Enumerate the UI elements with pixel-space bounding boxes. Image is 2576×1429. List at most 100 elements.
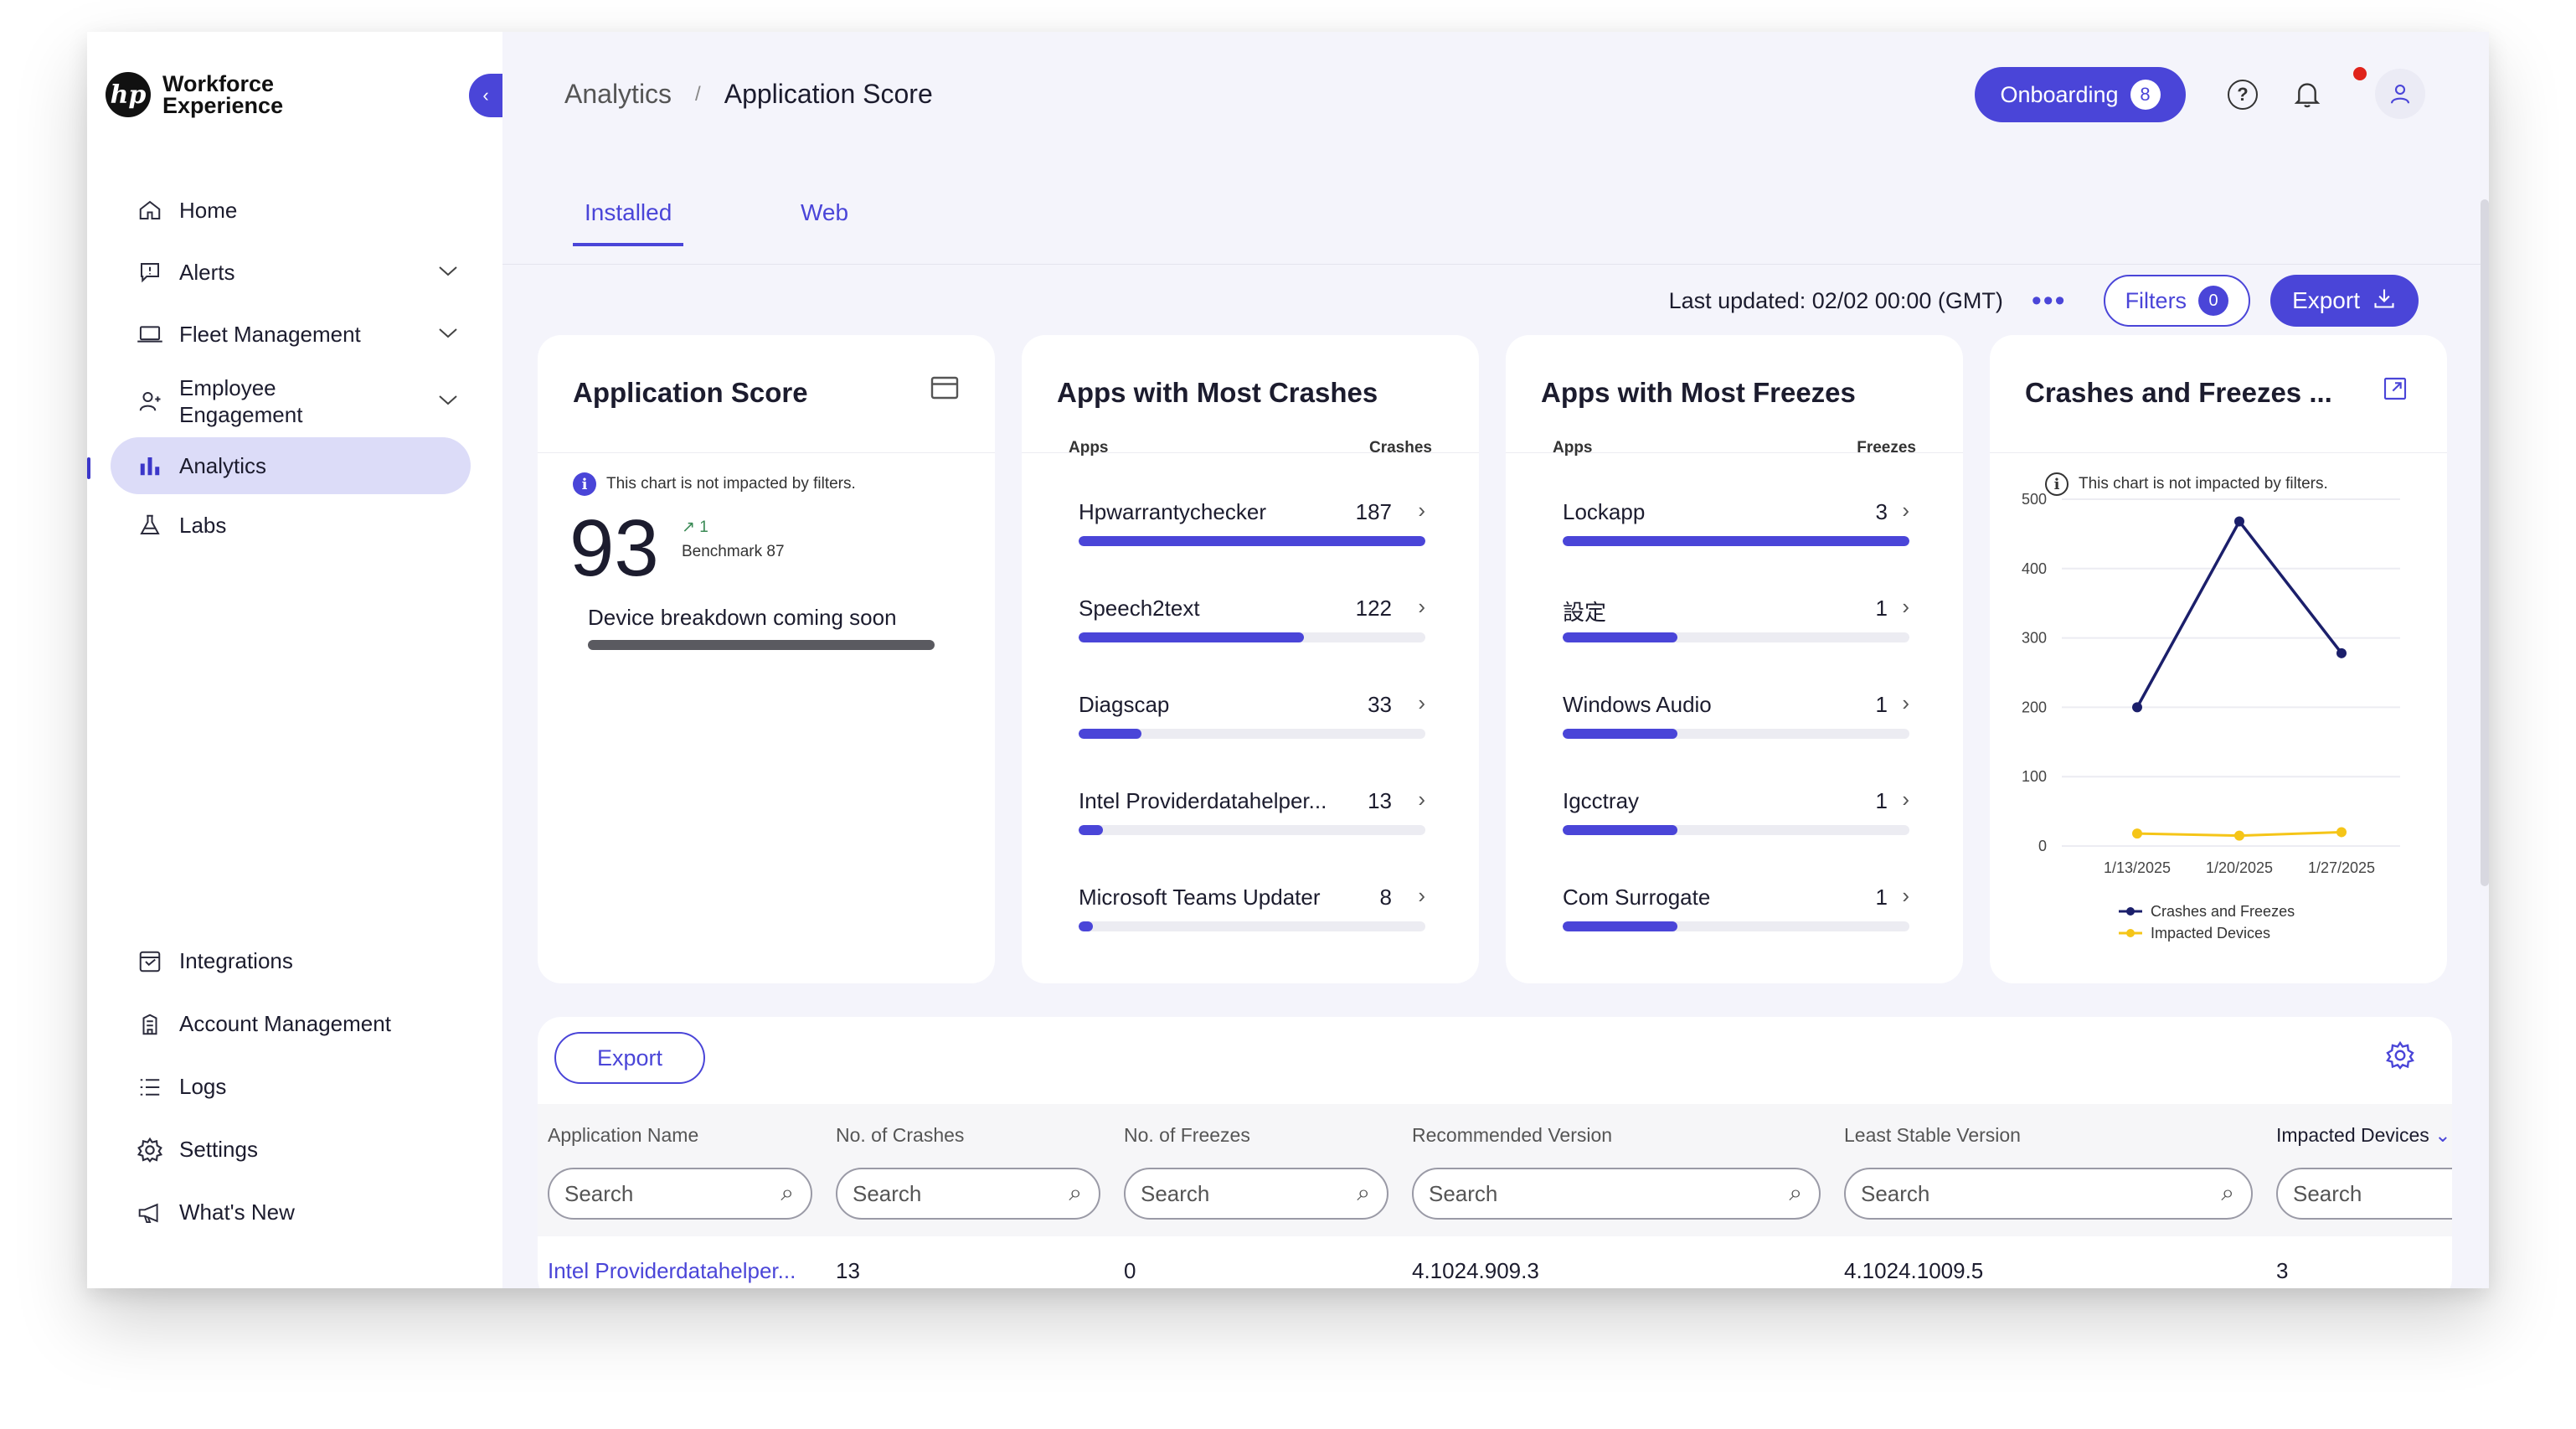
list-item[interactable]: Diagscap 33 › [1079, 690, 1425, 788]
chevron-right-icon[interactable]: › [1902, 690, 1909, 715]
list-item[interactable]: Com Surrogate 1 › [1563, 883, 1909, 981]
sidebar-item-logs[interactable]: Logs [111, 1055, 471, 1118]
progress-fill [1079, 825, 1103, 835]
progress-fill [1079, 729, 1141, 739]
filters-button[interactable]: Filters 0 [2103, 275, 2251, 327]
col-crashes: Crashes [1369, 439, 1432, 457]
list-item[interactable]: Igcctray 1 › [1563, 787, 1909, 885]
help-icon[interactable]: ? [2228, 80, 2258, 110]
chevron-right-icon[interactable]: › [1902, 594, 1909, 619]
scrollbar[interactable] [2481, 199, 2489, 886]
onboarding-button[interactable]: Onboarding 8 [1975, 67, 2186, 122]
table-export-button[interactable]: Export [554, 1032, 705, 1084]
column-header[interactable]: No. of Freezes [1124, 1124, 1250, 1146]
progress-track [1079, 825, 1425, 835]
tab-installed[interactable]: Installed [572, 199, 684, 246]
expand-icon[interactable] [2382, 375, 2410, 400]
apps-most-freezes-card: Apps with Most Freezes Apps Freezes Lock… [1506, 335, 1963, 983]
info-icon: i [2045, 472, 2069, 496]
chevron-right-icon[interactable]: › [1902, 787, 1909, 812]
table-row[interactable]: Intel Providerdatahelper... 13 0 4.1024.… [538, 1236, 2452, 1288]
search-input[interactable]: Search ⌕ [548, 1168, 812, 1220]
chevron-right-icon[interactable]: › [1418, 787, 1425, 812]
progress-fill [1563, 921, 1677, 931]
chevron-right-icon[interactable]: › [1418, 594, 1425, 619]
chevron-down-icon[interactable] [437, 390, 459, 412]
app-name: Speech2text [1079, 596, 1200, 621]
app-name: Diagscap [1079, 692, 1170, 717]
chevron-down-icon[interactable] [437, 323, 459, 345]
chevron-right-icon[interactable]: › [1418, 690, 1425, 715]
chevron-down-icon[interactable] [437, 261, 459, 283]
more-options-icon[interactable]: ••• [2031, 284, 2067, 317]
search-input[interactable]: Search ⌕ [1412, 1168, 1821, 1220]
search-input[interactable]: Search ⌕ [836, 1168, 1100, 1220]
sidebar-item-label: Employee Engagement [179, 375, 303, 427]
search-input[interactable]: Search ⌕ [1124, 1168, 1388, 1220]
column-header[interactable]: Impacted Devices ⌄ [2276, 1124, 2450, 1147]
sidebar-item-settings[interactable]: Settings [111, 1118, 471, 1181]
column-header[interactable]: Recommended Version [1412, 1124, 1613, 1146]
application-score-card: Application Score i This chart is not im… [538, 335, 995, 983]
applications-table: Export Application Name Search ⌕ No. of C… [538, 1017, 2452, 1288]
column-header[interactable]: Least Stable Version [1844, 1124, 2021, 1146]
export-button[interactable]: Export [2270, 275, 2419, 327]
freeze-count: 1 [1875, 596, 1888, 621]
sidebar-item-employee-engagement[interactable]: Employee Engagement [111, 365, 471, 437]
browser-window-icon[interactable] [930, 375, 959, 400]
sidebar-item-alerts[interactable]: Alerts [111, 241, 471, 303]
least-stable-version-cell: 4.1024.1009.5 [1844, 1258, 1984, 1283]
list-item[interactable]: Intel Providerdatahelper... 13 › [1079, 787, 1425, 885]
chevron-right-icon[interactable]: › [1418, 498, 1425, 523]
gear-icon[interactable] [2385, 1040, 2415, 1078]
list-item[interactable]: Microsoft Teams Updater 8 › [1079, 883, 1425, 981]
sidebar-item-home[interactable]: Home [111, 179, 471, 241]
sidebar-item-integrations[interactable]: Integrations [111, 930, 471, 993]
data-point [2336, 647, 2347, 658]
column-header[interactable]: No. of Crashes [836, 1124, 965, 1146]
list-item[interactable]: Lockapp 3 › [1563, 498, 1909, 596]
collapse-sidebar-button[interactable]: ‹ [469, 74, 502, 117]
info-text: This chart is not impacted by filters. [606, 475, 856, 493]
chevron-right-icon[interactable]: › [1418, 883, 1425, 908]
sidebar-item-whats-new[interactable]: What's New [111, 1181, 471, 1244]
y-tick-label: 0 [2038, 838, 2047, 854]
chevron-right-icon[interactable]: › [1902, 883, 1909, 908]
crash-count: 187 [1355, 499, 1392, 524]
list-item[interactable]: Windows Audio 1 › [1563, 690, 1909, 788]
filter-info-note: i This chart is not impacted by filters. [2045, 472, 2328, 496]
integrations-icon [136, 947, 164, 976]
laptop-icon [136, 320, 164, 348]
list-item[interactable]: 設定 1 › [1563, 594, 1909, 692]
progress-fill [1079, 536, 1425, 546]
column-header[interactable]: Application Name [548, 1124, 699, 1146]
tab-web[interactable]: Web [801, 199, 849, 225]
data-point [2234, 516, 2244, 527]
search-input[interactable]: Search ⌕ [1844, 1168, 2253, 1220]
list-item[interactable]: Speech2text 122 › [1079, 594, 1425, 692]
search-icon: ⌕ [1069, 1179, 1082, 1205]
breadcrumb: Analytics / Application Score [564, 79, 933, 110]
sidebar-item-analytics[interactable]: Analytics [87, 437, 471, 494]
chevron-left-icon: ‹ [482, 85, 489, 106]
list-item[interactable]: Hpwarrantychecker 187 › [1079, 498, 1425, 596]
breadcrumb-analytics[interactable]: Analytics [564, 79, 672, 109]
search-input[interactable]: Search [2276, 1168, 2452, 1220]
app-name-link[interactable]: Intel Providerdatahelper... [548, 1258, 796, 1283]
main-content: Analytics / Application Score Onboarding… [502, 32, 2489, 1288]
bar-chart-icon [136, 451, 164, 480]
top-bar: Analytics / Application Score Onboarding… [502, 32, 2489, 157]
logo[interactable]: hp Workforce Experience [106, 72, 283, 117]
legend-marker [2126, 907, 2135, 916]
last-updated-text: Last updated: 02/02 00:00 (GMT) [1668, 287, 2003, 313]
onboarding-count-badge: 8 [2130, 80, 2161, 110]
search-placeholder: Search [1141, 1180, 1210, 1206]
avatar[interactable] [2375, 69, 2425, 119]
sidebar-item-labs[interactable]: Labs [111, 494, 471, 556]
benchmark-text: Benchmark 87 [682, 543, 785, 560]
sidebar-item-account-management[interactable]: Account Management [111, 993, 471, 1055]
bell-icon[interactable] [2286, 74, 2328, 116]
filters-label: Filters [2125, 287, 2187, 313]
sidebar-item-fleet-management[interactable]: Fleet Management [111, 303, 471, 365]
chevron-right-icon[interactable]: › [1902, 498, 1909, 523]
